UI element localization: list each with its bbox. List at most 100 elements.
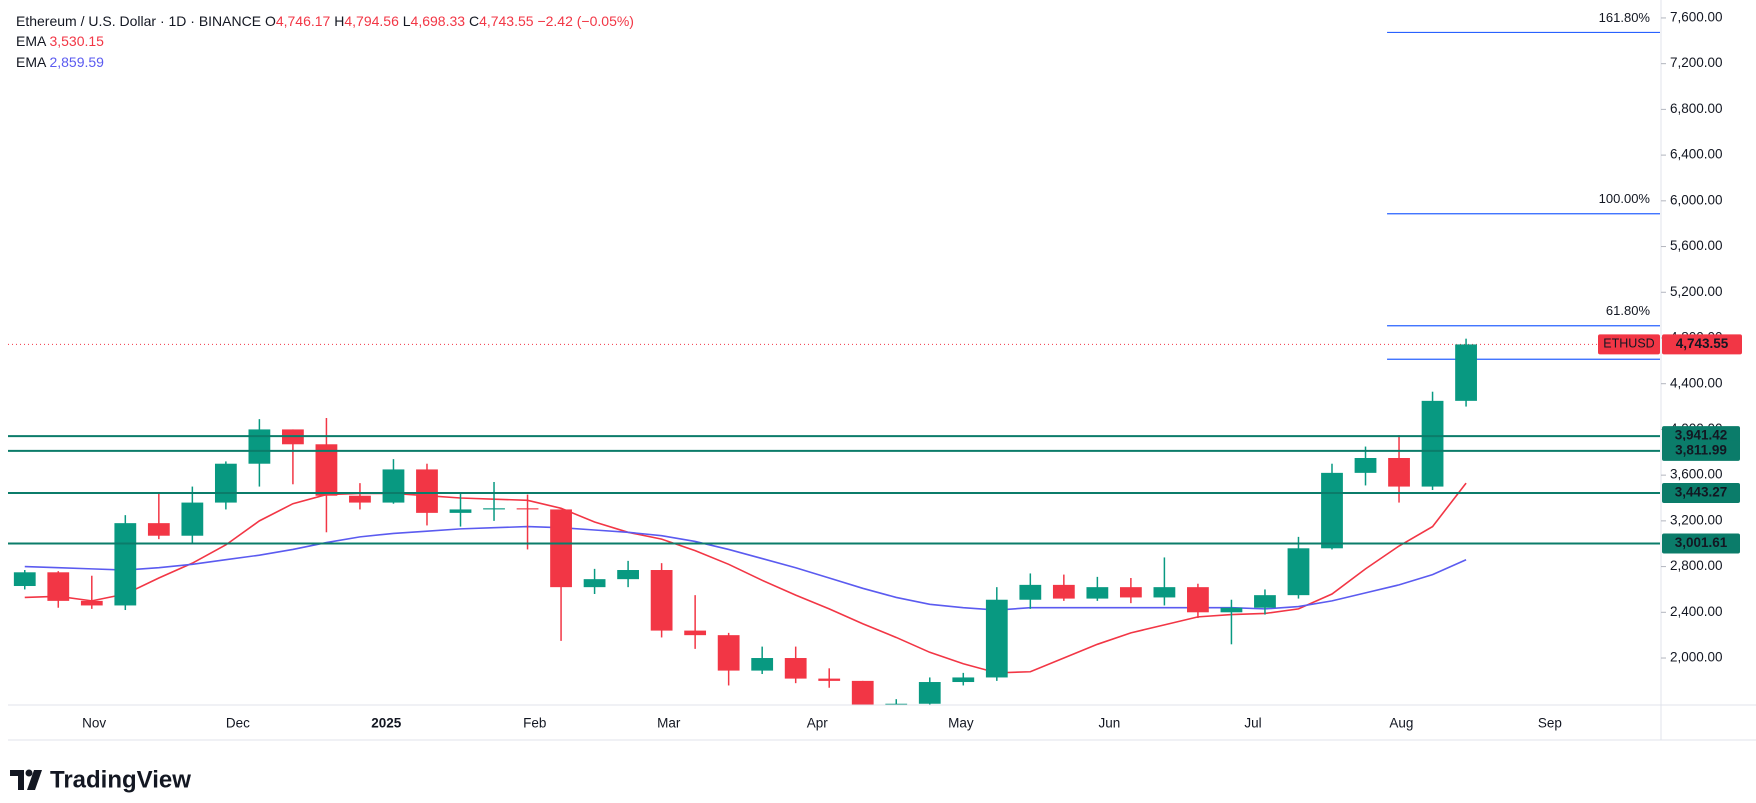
change: −2.42 (−0.05%) xyxy=(537,13,634,29)
legend-entry: EMA 2,859.59 xyxy=(16,54,104,70)
price-level-box xyxy=(1662,440,1740,461)
y-tick-label: 6,400.00 xyxy=(1670,147,1723,162)
legend-name: EMA xyxy=(16,54,47,70)
ema-line xyxy=(24,482,1467,674)
candle-body xyxy=(784,658,807,679)
x-tick-label: Feb xyxy=(523,716,546,731)
symbol-label: ETHUSD xyxy=(1603,337,1654,351)
symbol: Ethereum / U.S. Dollar · 1D · BINANCE xyxy=(16,13,261,29)
candle-body xyxy=(1119,587,1142,598)
candle-body xyxy=(1220,607,1243,613)
price-level-label: 3,811.99 xyxy=(1675,442,1727,457)
ohlc-key: C xyxy=(469,13,479,29)
x-tick-label: 2025 xyxy=(371,716,402,731)
x-tick-label: Apr xyxy=(807,716,829,731)
ohlc-value: 4,746.17 xyxy=(276,13,331,29)
x-tick-label: May xyxy=(948,716,974,731)
candle-body xyxy=(1019,584,1042,600)
candle-body xyxy=(851,680,874,705)
candle-body xyxy=(1455,344,1477,401)
ohlc-key: O xyxy=(265,13,276,29)
price-level-box xyxy=(1662,533,1740,554)
candle-body xyxy=(1287,548,1310,596)
candle-body xyxy=(114,523,137,606)
x-tick-label: Dec xyxy=(226,716,250,731)
fib-label: 161.80% xyxy=(1599,10,1651,25)
candle-body xyxy=(885,703,908,705)
symbol-box xyxy=(1598,334,1660,355)
brand-logo: TradingView xyxy=(10,766,191,793)
candle-body xyxy=(1153,587,1176,598)
y-tick-label: 6,000.00 xyxy=(1670,192,1723,207)
candle-body xyxy=(349,495,371,503)
candle-body xyxy=(483,508,505,510)
candle-body xyxy=(47,572,70,601)
candle-body xyxy=(315,444,338,496)
plot-area: 161.80% 100.00% 61.80% xyxy=(8,10,1660,705)
candle-body xyxy=(1354,457,1377,473)
y-tick-label: 6,800.00 xyxy=(1670,101,1723,116)
candle-body xyxy=(248,429,271,464)
y-tick-label: 3,200.00 xyxy=(1670,512,1723,527)
candle-body xyxy=(1388,457,1410,487)
candle-body xyxy=(650,570,673,631)
candle-body xyxy=(416,469,438,513)
header-line: Ethereum / U.S. Dollar · 1D · BINANCE O4… xyxy=(16,13,634,29)
x-tick-label: Aug xyxy=(1389,716,1413,731)
candle-body xyxy=(684,630,707,636)
y-tick-label: 2,800.00 xyxy=(1670,558,1723,573)
candle-body xyxy=(214,463,237,503)
candle-body xyxy=(818,678,841,681)
last-price-box xyxy=(1662,334,1742,355)
y-tick-label: 4,400.00 xyxy=(1670,375,1723,390)
candle-body xyxy=(382,469,405,503)
candle-body xyxy=(1321,472,1343,549)
candle-body xyxy=(147,523,170,536)
ohlc-value: 4,698.33 xyxy=(411,13,466,29)
fib-label: 61.80% xyxy=(1606,303,1651,318)
candle-body xyxy=(1187,587,1209,613)
candle-body xyxy=(1421,400,1444,487)
candle-body xyxy=(1052,584,1075,599)
axes: 2,000.00 2,400.00 2,800.00 3,200.00 3,600.00… xyxy=(82,10,1742,731)
y-tick-label: 3,600.00 xyxy=(1670,467,1723,482)
y-tick-label: 7,600.00 xyxy=(1670,10,1723,25)
candle-body xyxy=(1086,587,1109,599)
candle-body xyxy=(583,579,606,588)
price-level-label: 3,941.42 xyxy=(1675,428,1728,443)
candle-body xyxy=(617,570,639,580)
candle-body xyxy=(717,635,740,671)
ohlc-key: H xyxy=(334,13,344,29)
candle-body xyxy=(918,682,941,704)
x-tick-label: Nov xyxy=(82,716,106,731)
legend-name: EMA xyxy=(16,33,47,49)
candle-body xyxy=(952,677,975,683)
y-tick-label: 2,000.00 xyxy=(1670,650,1723,665)
y-tick-label: 2,400.00 xyxy=(1670,604,1723,619)
y-tick-label: 5,600.00 xyxy=(1670,238,1723,253)
legend-value: 3,530.15 xyxy=(49,33,104,49)
ohlc-key: L xyxy=(403,13,411,29)
candle-body xyxy=(449,509,472,513)
price-level-label: 3,001.61 xyxy=(1675,535,1728,550)
x-tick-label: Mar xyxy=(657,716,681,731)
legend: Ethereum / U.S. Dollar · 1D · BINANCE O4… xyxy=(16,13,634,70)
y-tick-label: 7,200.00 xyxy=(1670,55,1723,70)
price-level-box xyxy=(1662,483,1740,504)
x-tick-label: Jul xyxy=(1244,716,1261,731)
candle-body xyxy=(1254,595,1276,608)
candle-body xyxy=(516,508,539,510)
ohlc-value: 4,743.55 xyxy=(479,13,534,29)
price-level-label: 3,443.27 xyxy=(1675,485,1728,500)
candle-body xyxy=(13,572,36,587)
y-tick-label: 5,200.00 xyxy=(1670,284,1723,299)
last-price-label: 4,743.55 xyxy=(1676,336,1729,351)
candle-body xyxy=(181,502,204,536)
candle-body xyxy=(985,599,1008,678)
candle-body xyxy=(550,509,572,588)
fib-label: 100.00% xyxy=(1599,191,1651,206)
candle-body xyxy=(751,658,774,671)
x-tick-label: Sep xyxy=(1538,716,1562,731)
